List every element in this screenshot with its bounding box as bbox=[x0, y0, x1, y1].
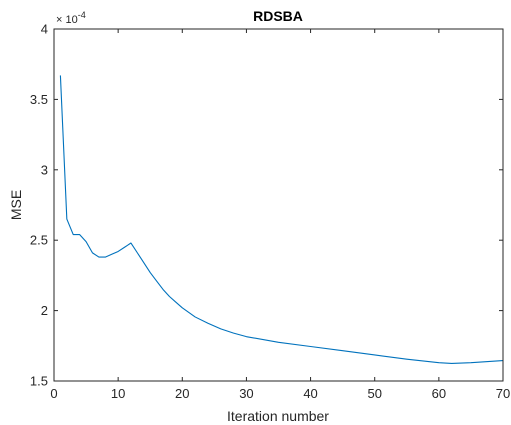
y-exponent-base: × 10 bbox=[56, 14, 78, 26]
plot-frame bbox=[53, 28, 504, 382]
chart-title: RDSBA bbox=[253, 8, 303, 24]
series-layer bbox=[59, 75, 504, 364]
y-exponent-power: -4 bbox=[78, 10, 86, 20]
series-line bbox=[59, 75, 504, 364]
y-tick-label: 2 bbox=[41, 303, 48, 318]
y-tick-label: 4 bbox=[41, 22, 48, 37]
ticks-layer: 0 10 20 30 40 50 60 70 1.5 2 2.5 3 3.5 4 bbox=[30, 22, 510, 402]
x-tick-label: 20 bbox=[175, 386, 189, 401]
y-exponent-label: × 10-4 bbox=[56, 10, 86, 26]
x-tick-label: 0 bbox=[50, 386, 57, 401]
x-tick-label: 40 bbox=[303, 386, 317, 401]
x-tick-label: 10 bbox=[111, 386, 125, 401]
y-tick-label: 3.5 bbox=[30, 92, 48, 107]
x-tick-label: 70 bbox=[496, 386, 510, 401]
y-tick-label: 2.5 bbox=[30, 233, 48, 248]
x-axis-label: Iteration number bbox=[227, 408, 329, 424]
y-axis-label: MSE bbox=[8, 190, 24, 220]
y-tick-label: 3 bbox=[41, 162, 48, 177]
x-tick-label: 60 bbox=[432, 386, 446, 401]
x-tick-label: 30 bbox=[239, 386, 253, 401]
x-tick-label: 50 bbox=[367, 386, 381, 401]
y-tick-label: 1.5 bbox=[30, 374, 48, 389]
